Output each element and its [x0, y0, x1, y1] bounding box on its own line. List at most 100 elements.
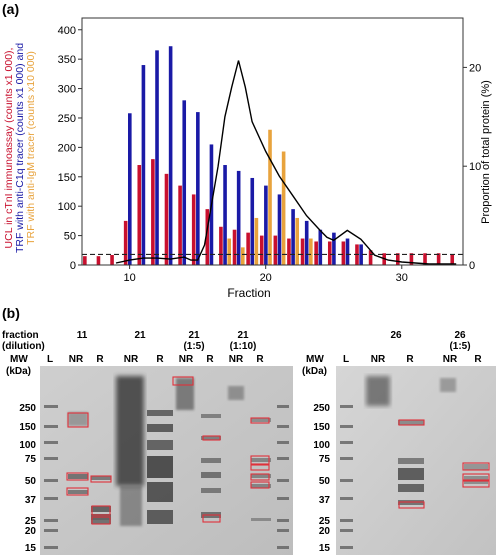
ladder-bands-left	[44, 405, 289, 549]
lane-label-R-11: R	[96, 354, 104, 365]
lane-label-L: L	[47, 354, 53, 365]
left-axis-label: UCL in cTnI immunoassay (counts x1 000),…	[3, 43, 37, 253]
bar	[314, 241, 318, 265]
bar	[178, 185, 182, 265]
highlight-box	[66, 472, 89, 481]
bar	[264, 185, 268, 265]
left-tick-label: 300	[58, 84, 76, 96]
bar	[151, 159, 155, 265]
right-tick-label: 20	[469, 62, 481, 74]
bar	[277, 194, 282, 265]
highlight-box	[67, 412, 89, 428]
bar	[128, 113, 132, 266]
mw-250: 250	[19, 403, 36, 414]
mw-25-right: 25	[319, 516, 331, 527]
bar	[396, 253, 400, 265]
fraction-label-26: 26	[390, 330, 402, 341]
lane-label-NR-21: NR	[124, 354, 139, 365]
bar	[227, 238, 231, 265]
bar	[300, 238, 305, 265]
lane-label-NR-26: NR	[371, 354, 386, 365]
fraction-labels: 11 21 21 (1:5) 21 (1:10) 26 26 (1:5)	[77, 330, 471, 352]
bar	[268, 129, 272, 265]
lane-label-R-26: R	[406, 354, 414, 365]
x-tick-label: 30	[396, 272, 408, 284]
mw-100: 100	[19, 440, 36, 451]
sample-bands-left	[68, 376, 271, 526]
bar	[332, 232, 336, 265]
bar	[205, 209, 210, 265]
bar	[137, 165, 142, 265]
fraction-label-21: 21	[134, 330, 146, 341]
right-tick-label: 0	[469, 260, 475, 272]
highlight-box	[91, 516, 111, 525]
protein-line	[115, 60, 457, 265]
gel-image-left	[40, 366, 293, 555]
bar	[295, 217, 300, 265]
highlight-box	[250, 464, 270, 471]
bar	[254, 217, 259, 265]
fraction-label-21-1to5-dilution: (1:5)	[183, 341, 204, 352]
mw-250-right: 250	[313, 403, 330, 414]
bar	[182, 100, 187, 265]
left-axis-ticks: 0 50 100 150 200 250 300 350 400	[58, 25, 82, 272]
left-axis-label-line-3: TRF with anti-IgM tracer (counts x10 000…	[25, 51, 37, 245]
bar	[291, 209, 295, 265]
fraction-label-26-1to5-dilution: (1:5)	[449, 341, 470, 352]
highlight-box	[462, 462, 490, 471]
highlight-box	[90, 475, 112, 483]
bar	[110, 255, 114, 265]
lane-label-R-21: R	[156, 354, 164, 365]
mw-75: 75	[25, 454, 37, 465]
lane-label-NR-26-1to5: NR	[443, 354, 458, 365]
mw-15: 15	[25, 543, 37, 554]
bar	[123, 220, 128, 265]
bar	[287, 238, 291, 265]
left-tick-label: 0	[70, 260, 76, 272]
right-axis-ticks: 0 10 20	[463, 62, 481, 272]
mw-20: 20	[25, 526, 37, 537]
highlight-box	[398, 501, 425, 509]
x-tick-label: 20	[260, 272, 272, 284]
bar	[327, 241, 332, 265]
header-mw: MW	[10, 354, 28, 365]
bar	[345, 238, 350, 265]
lane-labels-left: L NR R NR R NR R NR R	[47, 354, 264, 365]
fraction-label-21-1to10: 21	[237, 330, 249, 341]
bar	[304, 220, 309, 265]
plot-frame	[81, 17, 464, 266]
highlight-box	[250, 455, 270, 465]
bar	[219, 226, 223, 265]
panel-a-label: (a)	[2, 1, 19, 17]
highlight-box	[250, 481, 270, 489]
bar	[259, 235, 264, 265]
bar	[168, 46, 173, 265]
left-tick-label: 400	[58, 25, 76, 37]
fraction-label-21-1to5: 21	[188, 330, 200, 341]
mw-50: 50	[25, 476, 37, 487]
highlight-box	[202, 514, 221, 523]
highlight-box	[462, 480, 490, 488]
bar	[236, 170, 241, 265]
left-tick-label: 250	[58, 113, 76, 125]
lane-labels-right: L NR R NR R	[343, 354, 482, 365]
highlight-boxes-right	[398, 419, 490, 509]
mw-15-right: 15	[319, 543, 331, 554]
bar	[423, 253, 427, 265]
protein-line-group	[115, 60, 457, 265]
bar	[196, 112, 200, 265]
highlight-box	[462, 473, 490, 481]
lane-label-R-21-1to5: R	[206, 354, 214, 365]
mw-100-right: 100	[313, 440, 330, 451]
left-axis-label-line-2: TRF with anti-C1q tracer (counts x1 000)…	[14, 43, 26, 253]
highlight-box	[202, 435, 221, 441]
bar	[155, 50, 159, 265]
mw-37: 37	[25, 495, 37, 506]
bar	[359, 244, 363, 265]
mw-25: 25	[25, 516, 37, 527]
header-dilution: (dilution)	[2, 341, 45, 352]
header-mw-right: MW	[306, 354, 324, 365]
header-kda: (kDa)	[6, 366, 31, 377]
highlight-box	[250, 473, 270, 481]
